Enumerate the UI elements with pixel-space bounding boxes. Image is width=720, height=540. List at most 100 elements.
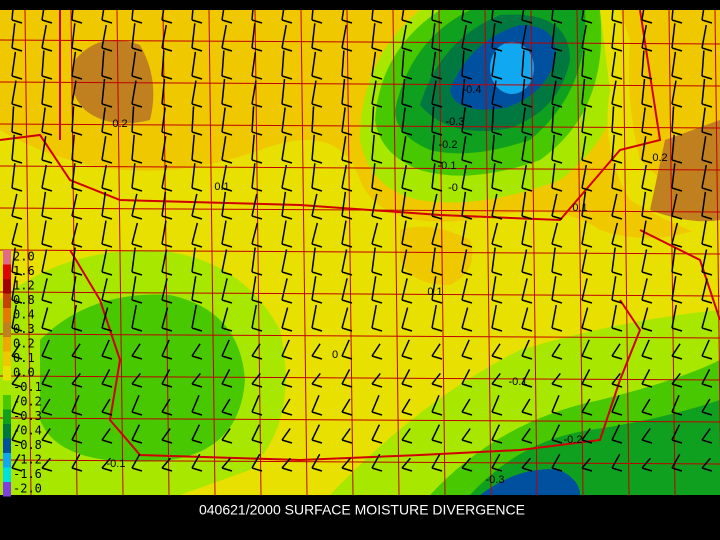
barb-shaft [161, 107, 166, 133]
barb-shaft [221, 24, 228, 49]
barb-flag [251, 467, 263, 472]
barb-shaft [11, 372, 21, 385]
barb-shaft [491, 343, 501, 357]
barb-shaft [251, 0, 255, 21]
barb-flag [551, 243, 563, 248]
barb-shaft [71, 106, 75, 133]
barb-flag [431, 159, 443, 164]
barb-flag [101, 327, 113, 332]
barb-shaft [551, 80, 557, 105]
barb-shaft [251, 343, 261, 357]
barb-shaft [551, 51, 557, 77]
barb-flag [371, 439, 383, 444]
barb-shaft [161, 398, 171, 413]
barb-flag [281, 467, 293, 472]
barb-flag [71, 187, 83, 192]
barb-flag [491, 467, 503, 472]
barb-flag [641, 215, 653, 220]
county-line [0, 123, 720, 129]
barb-shaft [611, 424, 621, 441]
barb-shaft [311, 343, 321, 357]
barb-shaft [401, 50, 405, 77]
barb-flag [611, 439, 623, 444]
barb-flag [611, 131, 623, 136]
barb-flag [221, 439, 233, 444]
barb-shaft [11, 304, 18, 329]
barb-shaft [221, 107, 226, 133]
barb-shaft [341, 398, 351, 413]
barb-flag [671, 383, 683, 388]
barb-flag [311, 187, 323, 192]
barb-shaft [11, 343, 21, 357]
legend-swatch [3, 366, 11, 381]
barb-flag [191, 383, 203, 388]
barb-shaft [191, 23, 196, 49]
barb-shaft [251, 23, 256, 49]
barb-shaft [101, 398, 111, 413]
barb-flag [461, 467, 473, 472]
barb-flag [671, 299, 683, 304]
barb-flag [221, 103, 233, 108]
barb-shaft [311, 424, 321, 441]
barb-flag [281, 411, 293, 416]
barb-flag [431, 271, 443, 276]
contour-label: -0.2 [439, 139, 458, 151]
county-line [0, 165, 720, 171]
legend-label: -1.2 [13, 453, 42, 467]
barb-flag [311, 19, 323, 24]
barb-shaft [281, 457, 292, 469]
barb-flag [131, 47, 143, 52]
barb-flag [131, 187, 143, 192]
barb-flag [701, 271, 713, 276]
barb-shaft [461, 191, 467, 217]
barb-flag [251, 271, 263, 276]
barb-shaft [71, 276, 77, 301]
legend-swatch [3, 250, 11, 265]
barb-flag [191, 271, 203, 276]
barb-flag [521, 467, 533, 472]
barb-shaft [611, 394, 620, 413]
barb-flag [101, 187, 113, 192]
barb-flag [551, 439, 563, 444]
barb-flag [311, 467, 323, 472]
barb-flag [161, 187, 173, 192]
barb-flag [281, 103, 293, 108]
barb-flag [101, 159, 113, 164]
barb-shaft [341, 136, 347, 161]
barb-shaft [101, 339, 110, 357]
state-line [0, 9, 662, 222]
barb-shaft [431, 163, 436, 189]
barb-shaft [281, 369, 291, 385]
barb-shaft [311, 106, 315, 133]
barb-flag [101, 355, 113, 360]
barb-flag [551, 215, 563, 220]
barb-flag [671, 355, 683, 360]
barb-shaft [101, 164, 108, 189]
barb-shaft [191, 394, 200, 413]
barb-flag [371, 75, 383, 80]
barb-flag [71, 327, 83, 332]
barb-flag [461, 355, 473, 360]
barb-shaft [131, 193, 138, 217]
barb-flag [281, 243, 293, 248]
barb-shaft [11, 247, 16, 273]
barb-flag [551, 327, 563, 332]
barb-shaft [251, 453, 261, 469]
barb-flag [401, 131, 413, 136]
barb-shaft [641, 24, 648, 49]
barb-shaft [491, 222, 499, 245]
barb-shaft [41, 278, 48, 301]
barb-flag [101, 383, 113, 388]
barb-flag [371, 467, 383, 472]
barb-flag [491, 19, 503, 24]
barb-flag [551, 103, 563, 108]
barb-shaft [341, 249, 348, 273]
barb-shaft [401, 398, 411, 413]
barb-flag [671, 75, 683, 80]
legend-label: -2.0 [13, 482, 42, 496]
legend: 2.01.61.20.80.40.30.20.10.0-0.1-0.2-0.3-… [3, 250, 42, 497]
barb-flag [401, 439, 413, 444]
legend-label: -0.8 [13, 438, 42, 452]
barb-flag [401, 467, 413, 472]
legend-label: 0.1 [13, 351, 35, 365]
